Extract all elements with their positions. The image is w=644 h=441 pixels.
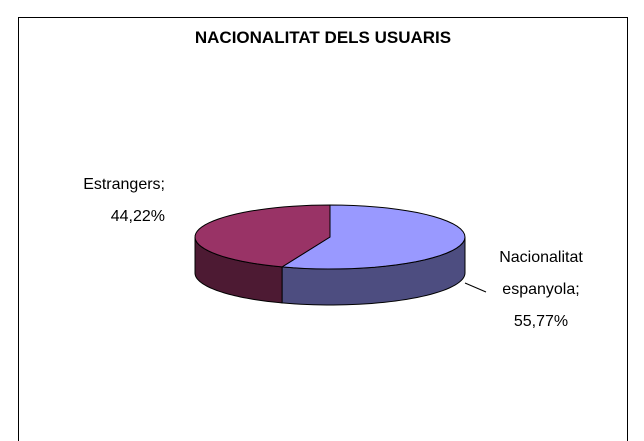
category-label: Estrangers;: [83, 176, 165, 193]
data-label: Estrangers; 44,22%: [70, 169, 165, 233]
pie-slice: [194, 204, 331, 268]
leader-line: [464, 282, 487, 293]
pie-slice: [280, 204, 466, 270]
value-label: 44,22%: [110, 208, 165, 225]
data-label: Nacionalitat espanyola; 55,77%: [480, 242, 602, 338]
value-label: 55,77%: [513, 313, 569, 330]
pie: [194, 204, 466, 306]
category-label: Nacionalitat espanyola;: [499, 249, 583, 298]
chart-title: NACIONALITAT DELS USUARIS: [194, 28, 452, 47]
